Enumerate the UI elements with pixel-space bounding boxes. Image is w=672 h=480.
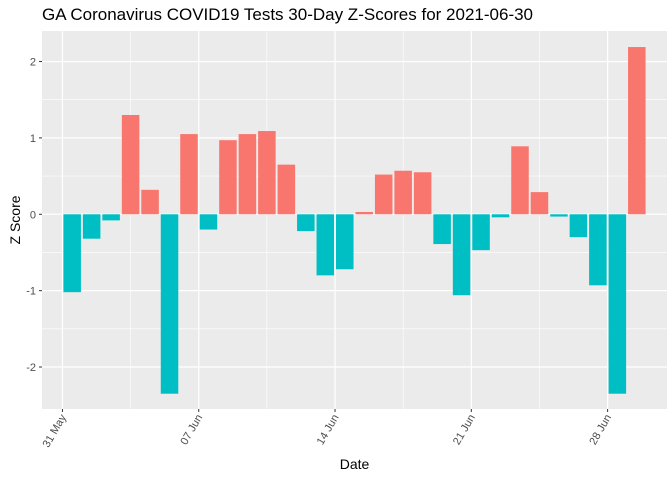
x-axis-title: Date [340, 456, 370, 472]
bar-2021-06-27 [569, 214, 588, 238]
y-tick-label: 1 [30, 133, 36, 145]
bar-2021-06-29 [608, 214, 627, 394]
y-axis: -2 -1 0 1 2 [26, 57, 42, 374]
x-tick-label: 21 Jun [451, 413, 478, 448]
bar-2021-06-07 [180, 134, 198, 215]
plot-panel [42, 31, 667, 409]
bar-2021-06-23 [491, 214, 510, 218]
bar-2021-06-17 [374, 174, 393, 215]
bar-2021-06-12 [277, 164, 296, 215]
bar-2021-06-24 [511, 146, 529, 215]
bar-2021-06-28 [589, 214, 607, 286]
bar-2021-06-21 [452, 214, 471, 296]
bar-2021-06-03 [102, 214, 120, 221]
y-tick-label: 0 [30, 209, 36, 221]
bar-2021-06-05 [141, 189, 159, 215]
bar-2021-06-22 [472, 214, 490, 251]
minor-gridlines [42, 31, 667, 409]
x-tick-label: 07 Jun [178, 413, 205, 448]
bar-2021-06-02 [82, 214, 101, 239]
x-tick-label: 31 May [41, 412, 70, 450]
x-axis: 31 May 07 Jun 14 Jun 21 Jun 28 Jun [41, 409, 614, 450]
bar-2021-06-15 [336, 214, 354, 270]
bars [63, 47, 646, 394]
bar-2021-06-16 [355, 211, 373, 215]
bar-2021-06-01 [63, 214, 81, 293]
bar-2021-06-14 [316, 214, 335, 276]
y-axis-title: Z Score [7, 195, 23, 244]
bar-2021-06-10 [238, 134, 257, 215]
bar-2021-06-13 [297, 214, 315, 232]
bar-2021-06-08 [199, 214, 218, 230]
bar-2021-06-09 [219, 140, 237, 215]
chart-title: GA Coronavirus COVID19 Tests 30-Day Z-Sc… [42, 5, 533, 24]
bar-2021-06-26 [550, 214, 568, 217]
y-tick-label: -2 [26, 362, 36, 374]
y-tick-label: -1 [26, 286, 36, 298]
x-tick-label: 28 Jun [587, 413, 614, 448]
bar-2021-06-19 [413, 172, 432, 215]
bar-2021-06-20 [433, 214, 451, 245]
bar-2021-06-06 [160, 214, 179, 394]
bar-2021-06-11 [258, 131, 276, 215]
x-tick-label: 14 Jun [315, 413, 342, 448]
bar-2021-06-04 [121, 115, 140, 215]
y-tick-label: 2 [30, 57, 36, 69]
bar-2021-06-25 [530, 192, 549, 215]
bar-2021-06-18 [394, 170, 412, 215]
bar-2021-06-30 [628, 47, 646, 215]
